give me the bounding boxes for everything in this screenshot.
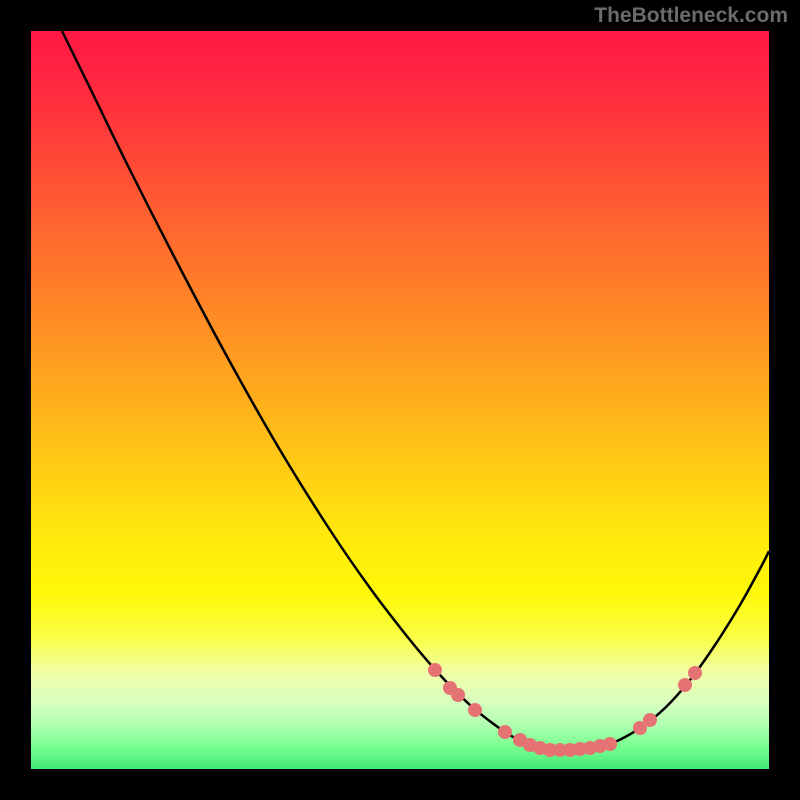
chart-overlay [0,0,800,800]
data-points-group [428,663,702,757]
data-point [451,688,465,702]
data-point [688,666,702,680]
data-point [643,713,657,727]
data-point [498,725,512,739]
data-point [603,737,617,751]
data-point [468,703,482,717]
watermark-text: TheBottleneck.com [594,4,788,28]
data-point [678,678,692,692]
bottleneck-curve [62,31,769,750]
data-point [428,663,442,677]
